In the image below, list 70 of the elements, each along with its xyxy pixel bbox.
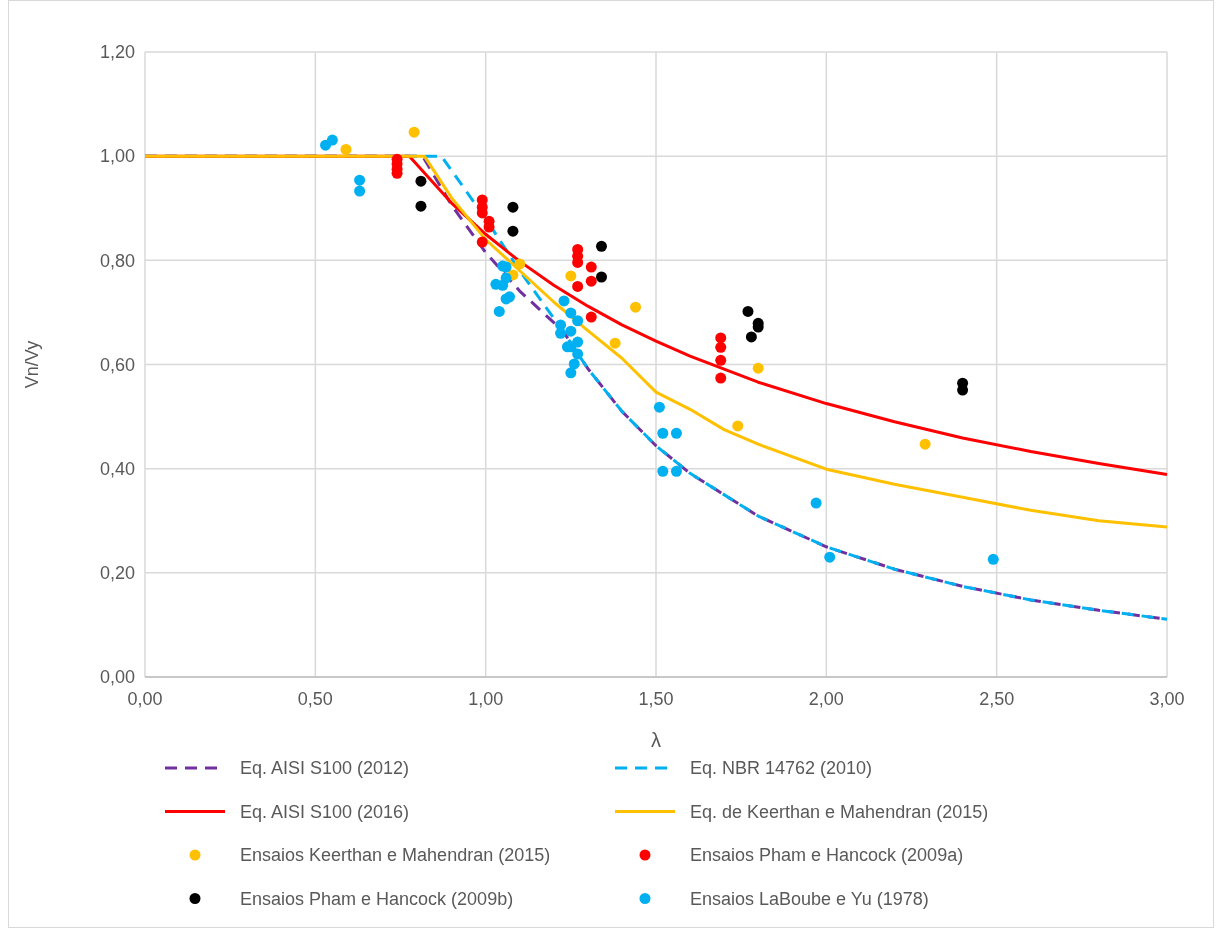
point	[326, 134, 338, 146]
point	[670, 427, 682, 439]
legend-label: Ensaios Keerthan e Mahendran (2015)	[240, 845, 551, 866]
legend-label: Ensaios Pham e Hancock (2009a)	[690, 845, 964, 866]
x-tick-label: 2,00	[808, 689, 844, 709]
point	[657, 427, 669, 439]
y-axis-title: Vn/Vy	[22, 340, 42, 389]
point	[354, 174, 366, 186]
point	[354, 185, 366, 197]
x-tick-label: 1,00	[468, 689, 504, 709]
point	[653, 401, 665, 413]
point	[572, 315, 584, 327]
point	[565, 307, 577, 319]
point	[742, 305, 754, 317]
point	[507, 225, 519, 237]
point	[745, 331, 757, 343]
point	[752, 362, 764, 374]
legend-label: Eq. AISI S100 (2012)	[240, 758, 410, 779]
point	[415, 200, 427, 212]
y-tick-label: 1,00	[99, 146, 135, 167]
y-tick-label: 0,60	[99, 354, 135, 375]
point	[987, 553, 999, 565]
point	[565, 367, 577, 379]
point	[572, 280, 584, 292]
legend-label: Ensaios Pham e Hancock (2009b)	[240, 888, 514, 909]
point	[408, 126, 420, 138]
x-axis-title: λ	[651, 729, 661, 751]
point	[670, 465, 682, 477]
point	[493, 305, 505, 317]
point	[715, 354, 727, 366]
x-tick-label: 0,00	[127, 689, 163, 709]
point	[558, 295, 570, 307]
point	[585, 275, 597, 287]
point	[572, 348, 584, 360]
legend-label: Eq. NBR 14762 (2010)	[690, 758, 873, 779]
x-tick-label: 2,50	[979, 689, 1015, 709]
point	[715, 341, 727, 353]
point	[715, 372, 727, 384]
legend-label: Eq. de Keerthan e Mahendran (2015)	[690, 801, 989, 822]
legend-label: Ensaios LaBoube e Yu (1978)	[690, 888, 929, 909]
point	[657, 465, 669, 477]
point	[514, 258, 526, 270]
x-tick-label: 1,50	[638, 689, 674, 709]
point	[715, 332, 727, 344]
y-tick-label: 0,80	[99, 250, 135, 271]
point	[810, 497, 822, 509]
y-tick-label: 1,20	[99, 42, 135, 63]
x-tick-label: 3,00	[1149, 689, 1185, 709]
y-tick-label: 0,40	[99, 458, 135, 479]
y-tick-label: 0,00	[99, 667, 135, 688]
point	[585, 311, 597, 323]
point	[476, 236, 488, 248]
point	[630, 301, 642, 313]
point	[609, 337, 621, 349]
point	[919, 438, 931, 450]
point	[824, 551, 836, 563]
point	[732, 420, 744, 432]
point	[565, 270, 577, 282]
point	[595, 240, 607, 252]
point	[507, 201, 519, 213]
point	[595, 271, 607, 283]
y-tick-label: 0,20	[99, 563, 135, 584]
legend-label: Eq. AISI S100 (2016)	[240, 801, 410, 822]
x-tick-label: 0,50	[297, 689, 333, 709]
point	[585, 261, 597, 273]
point	[415, 175, 427, 187]
point	[565, 325, 577, 337]
point	[340, 143, 352, 155]
point	[504, 291, 516, 303]
point	[500, 272, 512, 284]
